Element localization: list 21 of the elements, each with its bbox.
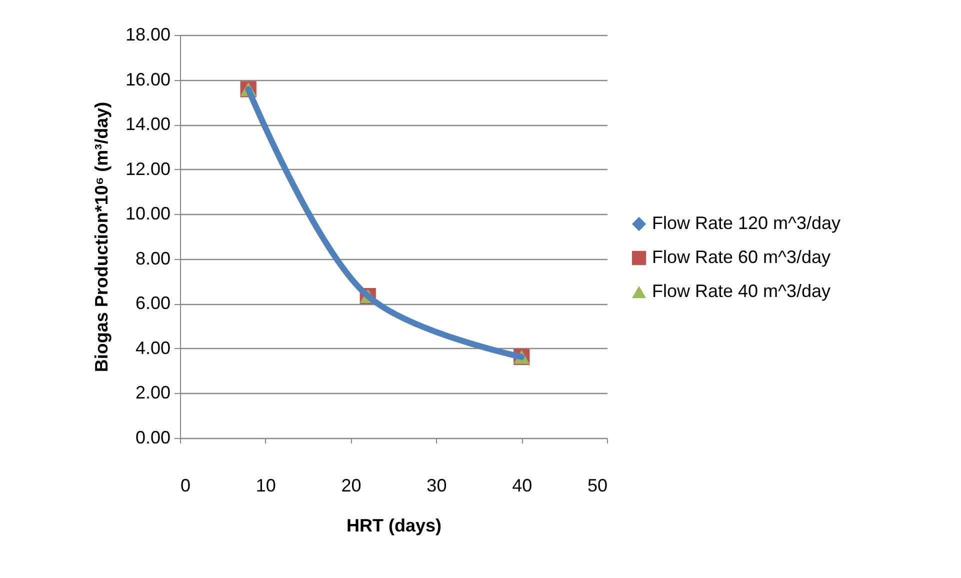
y-tick-label: 2.00 bbox=[135, 382, 170, 403]
legend-label: Flow Rate 60 m^3/day bbox=[652, 247, 831, 267]
y-tick-label: 4.00 bbox=[135, 338, 170, 358]
y-tick-label: 0.00 bbox=[135, 428, 170, 448]
y-tick-label: 12.00 bbox=[125, 158, 170, 179]
y-tick-label: 16.00 bbox=[125, 69, 170, 90]
legend-label: Flow Rate 120 m^3/day bbox=[652, 213, 841, 233]
y-tick-label: 8.00 bbox=[135, 248, 170, 268]
x-tick-label: 30 bbox=[426, 476, 447, 496]
x-tick-label: 0 bbox=[180, 476, 191, 496]
legend-label: Flow Rate 40 m^3/day bbox=[652, 281, 831, 301]
x-tick-label: 20 bbox=[341, 476, 362, 496]
y-tick-label: 6.00 bbox=[135, 293, 170, 314]
y-tick-label: 10.00 bbox=[125, 204, 170, 224]
y-tick-label: 18.00 bbox=[125, 24, 170, 44]
y-tick-label: 14.00 bbox=[125, 114, 170, 134]
x-tick-label: 50 bbox=[587, 476, 608, 496]
x-tick-label: 40 bbox=[512, 476, 532, 496]
x-axis-title: HRT (days) bbox=[346, 516, 442, 536]
y-axis-title: Biogas Production*10⁶ (m³/day) bbox=[91, 102, 112, 372]
x-tick-label: 10 bbox=[256, 476, 276, 496]
